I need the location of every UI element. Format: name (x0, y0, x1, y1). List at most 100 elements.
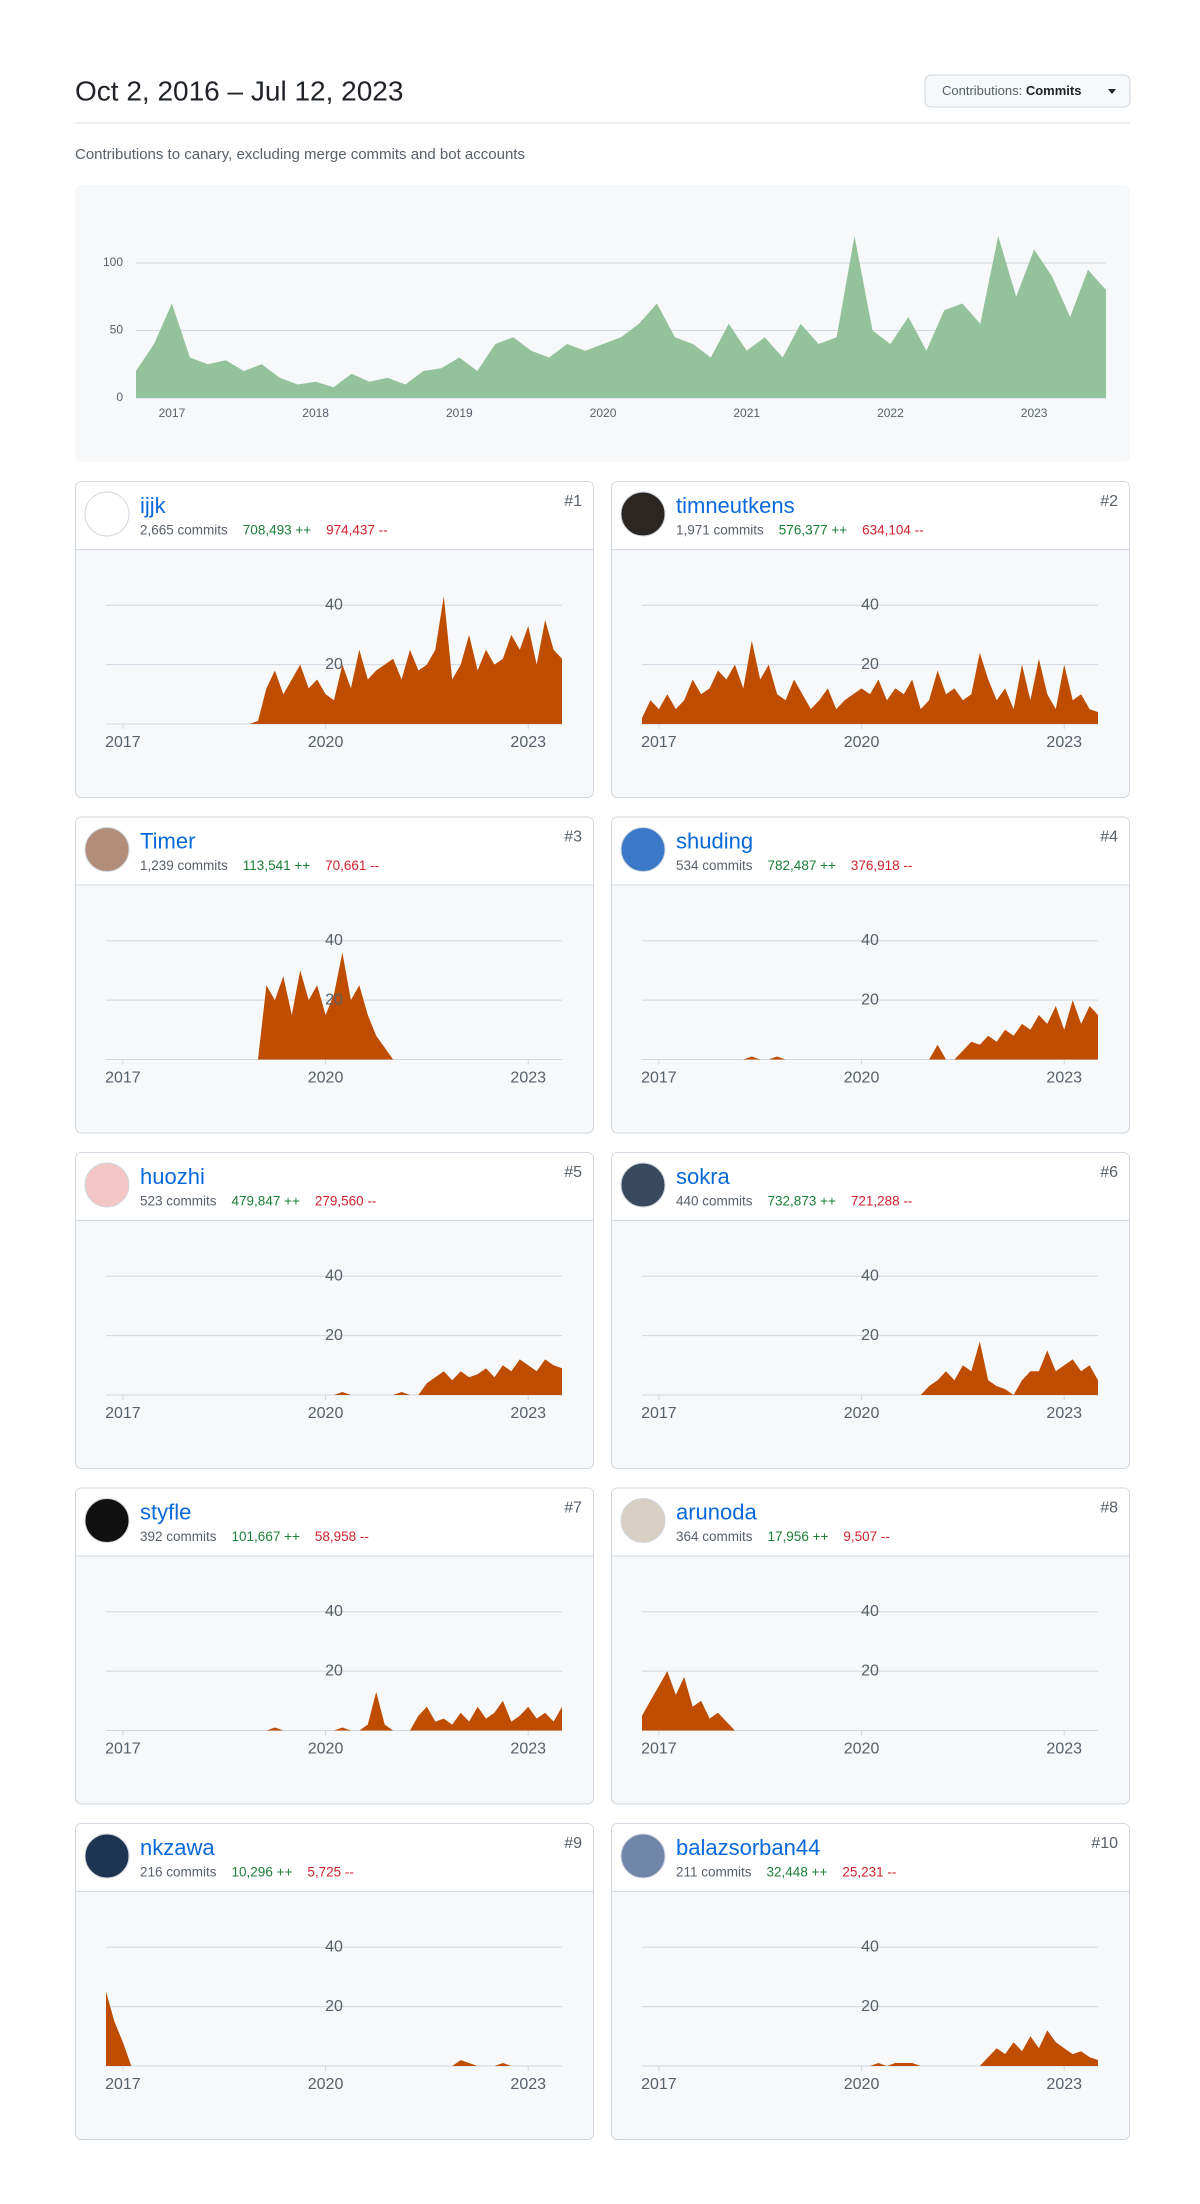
deletions: 5,725 -- (307, 1865, 354, 1880)
y-tick-label: 20 (325, 1662, 343, 1679)
card-header (76, 1153, 593, 1220)
contributions-filter-button[interactable] (924, 74, 1131, 108)
x-tick-label: 2017 (641, 1070, 677, 1087)
y-tick-label: 20 (861, 1998, 879, 2015)
contributor-name[interactable]: Timer (140, 828, 195, 853)
y-tick-label: 20 (325, 1327, 343, 1344)
y-tick-label: 20 (325, 656, 343, 673)
x-tick-label: 2020 (844, 1070, 880, 1087)
contributor-card (75, 1823, 594, 2140)
x-tick-label: 2017 (159, 406, 186, 420)
contributor-rank: #10 (1091, 1835, 1118, 1852)
y-tick-label: 20 (325, 991, 343, 1008)
y-tick-label: 20 (861, 1327, 879, 1344)
additions: 10,296 ++ (232, 1865, 293, 1880)
x-tick-label: 2023 (510, 734, 546, 751)
x-tick-label: 2023 (1021, 406, 1048, 420)
y-tick-label: 50 (110, 323, 124, 337)
y-tick-label: 40 (861, 1938, 879, 1955)
area (106, 952, 562, 1060)
x-tick-label: 2020 (308, 1405, 344, 1422)
x-tick-label: 2020 (844, 734, 880, 751)
contributor-name[interactable]: huozhi (140, 1164, 205, 1189)
contributor-name[interactable]: ijjk (140, 493, 167, 518)
avatar[interactable] (84, 1498, 130, 1543)
contributor-name[interactable]: arunoda (676, 1499, 758, 1524)
filter-value[interactable]: Commits (1026, 83, 1082, 98)
contributor-rank: #6 (1100, 1164, 1118, 1181)
subtitle: Contributions to canary, excluding merge… (75, 146, 525, 163)
additions: 113,541 ++ (243, 858, 310, 873)
commit-count: 2,665 commits (140, 523, 228, 538)
x-tick-label: 2023 (510, 1741, 546, 1758)
x-tick-label: 2020 (308, 734, 344, 751)
card-header (76, 817, 593, 885)
x-tick-label: 2023 (1046, 2076, 1082, 2093)
avatar[interactable] (84, 1833, 130, 1879)
deletions: 721,288 -- (851, 1194, 913, 1209)
filter-label[interactable]: Contributions: (942, 83, 1022, 98)
deletions: 279,560 -- (315, 1194, 377, 1209)
avatar[interactable] (620, 1498, 666, 1543)
card-header (612, 817, 1129, 885)
deletions: 634,104 -- (862, 523, 924, 538)
x-tick-label: 2023 (510, 1070, 546, 1087)
commit-count: 534 commits (676, 858, 753, 873)
area (106, 596, 562, 724)
deletions: 58,958 -- (315, 1529, 369, 1544)
contributor-name[interactable]: sokra (676, 1164, 731, 1189)
y-tick-label: 20 (861, 1662, 879, 1679)
additions: 708,493 ++ (243, 523, 311, 538)
card-header (612, 1488, 1129, 1556)
avatar[interactable] (84, 827, 130, 872)
deletions: 376,918 -- (851, 858, 913, 873)
contributor-name[interactable]: balazsorban44 (676, 1835, 820, 1860)
area (642, 1341, 1098, 1395)
commit-count: 440 commits (676, 1194, 753, 1209)
y-tick-label: 100 (103, 255, 123, 269)
contributor-rank: #9 (564, 1835, 582, 1852)
y-tick-label: 40 (325, 596, 343, 613)
contributor-name[interactable]: shuding (676, 828, 753, 853)
contributor-rank: #5 (564, 1164, 582, 1181)
avatar[interactable] (84, 1162, 130, 1208)
x-tick-label: 2023 (1046, 1405, 1082, 1422)
x-tick-label: 2018 (302, 406, 329, 420)
avatar[interactable] (620, 491, 666, 537)
x-tick-label: 2021 (733, 406, 760, 420)
deletions: 974,437 -- (326, 523, 388, 538)
contributor-rank: #8 (1100, 1500, 1118, 1517)
y-tick-label: 0 (116, 390, 123, 404)
y-tick-label: 40 (861, 932, 879, 949)
area (642, 2030, 1098, 2066)
date-range-title: Oct 2, 2016 – Jul 12, 2023 (75, 75, 403, 106)
area (106, 1359, 562, 1395)
card-header (76, 1488, 593, 1556)
avatar[interactable] (620, 1162, 666, 1208)
dropdown-caret[interactable] (1108, 89, 1116, 94)
x-tick-label: 2023 (1046, 1741, 1082, 1758)
x-tick-label: 2020 (844, 1405, 880, 1422)
contributor-name[interactable]: styfle (140, 1499, 191, 1524)
y-tick-label: 40 (325, 1603, 343, 1620)
y-tick-label: 40 (325, 932, 343, 949)
contributor-rank: #7 (564, 1500, 582, 1517)
contributor-card (611, 1487, 1130, 1805)
filter-text[interactable]: Contributions: Commits (942, 83, 1081, 98)
area (642, 1000, 1098, 1060)
contributor-name[interactable]: nkzawa (140, 1835, 215, 1860)
x-tick-label: 2017 (641, 1741, 677, 1758)
avatar[interactable] (84, 491, 130, 537)
avatar[interactable] (620, 1833, 666, 1879)
avatar[interactable] (620, 827, 666, 872)
area (136, 236, 1106, 398)
y-tick-label: 40 (325, 1267, 343, 1284)
x-tick-label: 2020 (844, 2076, 880, 2093)
x-tick-label: 2020 (308, 1741, 344, 1758)
deletions: 70,661 -- (325, 858, 379, 873)
contributor-name[interactable]: timneutkens (676, 493, 795, 518)
area (106, 1691, 562, 1731)
y-tick-label: 40 (861, 1267, 879, 1284)
card-header (612, 482, 1129, 549)
commit-count: 523 commits (140, 1194, 217, 1209)
